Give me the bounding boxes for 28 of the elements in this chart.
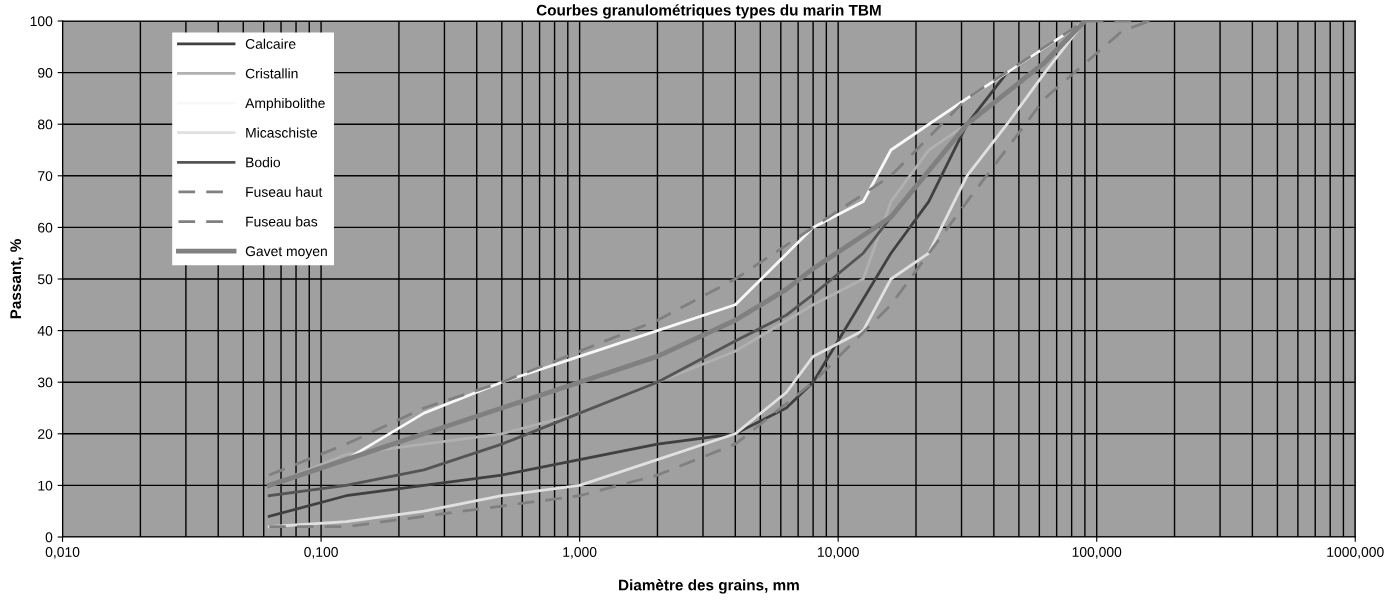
y-tick-label: 80 (37, 119, 53, 130)
y-tick-label: 100 (30, 16, 53, 27)
y-tick-label: 10 (38, 480, 53, 491)
legend-label: Cristallin (245, 68, 298, 79)
x-tick-label: 1,000 (563, 547, 597, 559)
chart-title: Courbes granulométriques types du marin TBM (536, 4, 881, 19)
x-axis-title: Diamètre des grains, mm (619, 579, 799, 594)
y-tick-label: 90 (38, 67, 53, 78)
x-tick-label: 0,100 (304, 547, 338, 559)
y-tick-label: 0 (45, 532, 53, 543)
legend-label: Micaschiste (246, 127, 318, 138)
legend-label: Fuseau haut (246, 186, 323, 197)
legend-label: Amphibolithe (245, 97, 325, 111)
x-tick-label: 1000,000 (1327, 547, 1384, 559)
y-tick-label: 60 (38, 222, 53, 233)
x-tick-label: 10,000 (817, 547, 859, 559)
y-axis-title: Passant, % (10, 239, 24, 319)
legend-label: Fuseau bas (246, 216, 318, 227)
y-tick-label: 50 (37, 274, 53, 285)
y-tick-label: 70 (38, 171, 53, 181)
x-tick-label: 100,000 (1072, 547, 1122, 559)
legend-label: Gavet moyen (245, 246, 327, 259)
y-tick-label: 30 (37, 377, 53, 388)
legend-label: Bodio (246, 157, 281, 168)
y-tick-label: 20 (38, 429, 53, 439)
y-tick-label: 40 (37, 325, 53, 336)
legend-label: Calcaire (245, 38, 296, 49)
x-tick-label: 0,010 (45, 547, 80, 559)
